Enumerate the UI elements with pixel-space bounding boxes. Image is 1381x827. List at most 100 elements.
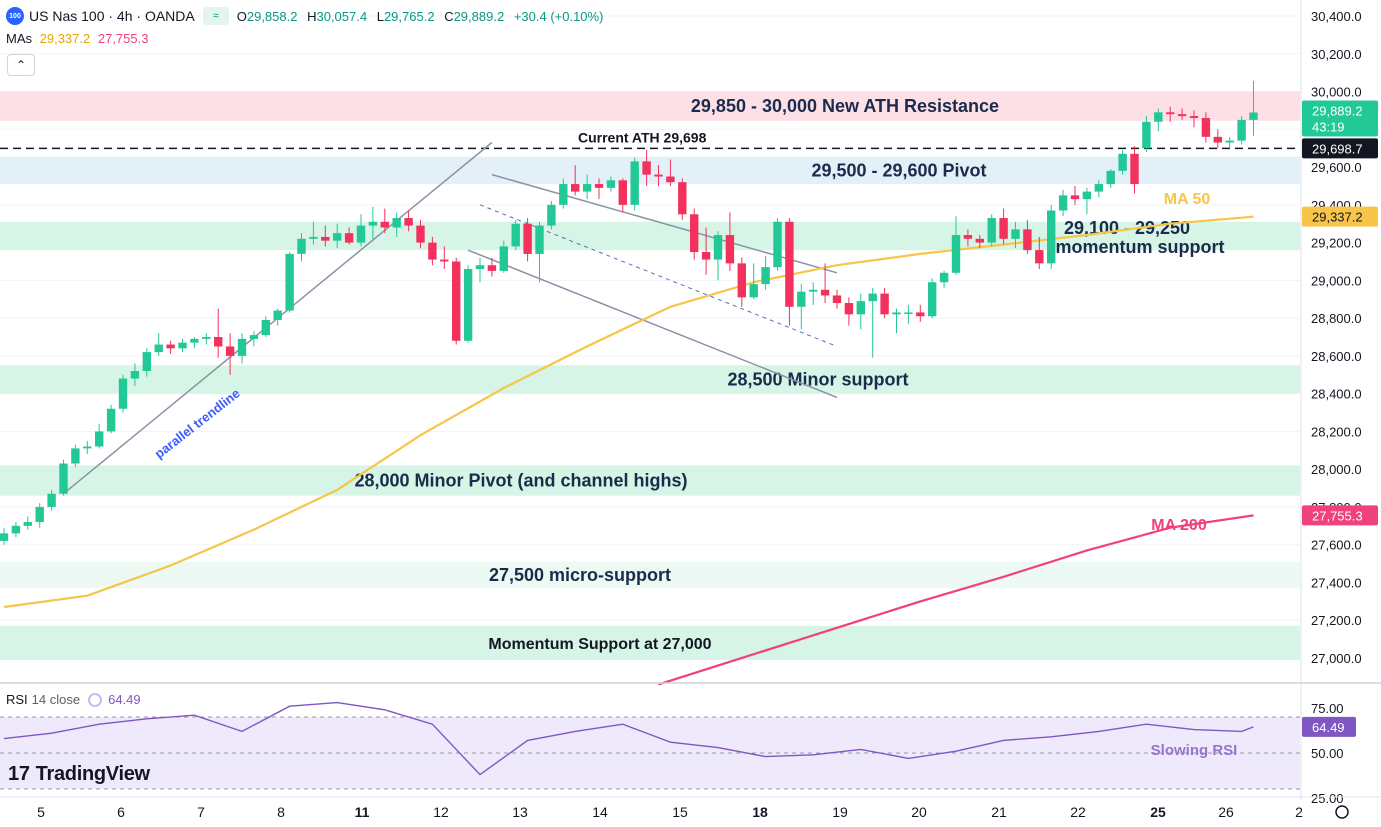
candle-body: [975, 238, 984, 243]
price-tag: [1302, 138, 1378, 159]
candle-body: [511, 223, 520, 247]
price-tick-label: 30,400.0: [1311, 9, 1362, 24]
open-value: 29,858.2: [246, 8, 298, 24]
candle-body: [928, 282, 937, 317]
candle-body: [237, 338, 247, 356]
candle-body: [356, 225, 366, 243]
candle-body: [1070, 195, 1080, 200]
close-value: 29,889.2: [453, 8, 505, 24]
candle-body: [95, 431, 104, 447]
price-tick-label: 28,000.0: [1311, 462, 1362, 477]
price-tick-label: 28,200.0: [1311, 424, 1362, 439]
rsi-legend[interactable]: RSI 14 close 64.49: [6, 692, 141, 707]
ma-legend[interactable]: MAs 29,337.2 27,755.3: [6, 31, 148, 46]
candle-body: [1094, 184, 1103, 192]
gear-icon[interactable]: [1335, 805, 1349, 819]
candle-body: [202, 337, 211, 339]
candle-body: [1166, 112, 1175, 115]
candle-body: [785, 221, 794, 307]
rsi-legend-value: 64.49: [108, 692, 141, 707]
price-tick-label: 29,600.0: [1311, 160, 1362, 175]
price-tag: [1302, 100, 1378, 137]
candle-body: [214, 337, 223, 347]
candle-body: [11, 525, 21, 534]
symbol-title[interactable]: US Nas 100 · 4h · OANDA: [29, 8, 195, 24]
candle-body: [475, 265, 485, 270]
zone-label: Momentum Support at 27,000: [488, 636, 711, 653]
time-tick-label: 25: [1150, 804, 1166, 820]
candle-body: [844, 303, 854, 315]
candle-body: [916, 312, 925, 317]
time-tick-label: 11: [355, 804, 370, 820]
tradingview-logo[interactable]: 17 TradingView: [8, 763, 150, 786]
candle-body: [654, 174, 663, 177]
candle-body: [678, 182, 687, 215]
high-value: 30,057.4: [316, 8, 368, 24]
ma200-legend-value: 27,755.3: [97, 31, 149, 46]
zone-band: [0, 91, 1300, 121]
candle-body: [773, 221, 782, 268]
candle-body: [701, 252, 711, 260]
rsi-settings-icon[interactable]: [88, 692, 103, 707]
time-tick-label: 21: [991, 804, 1007, 820]
candle-body: [868, 293, 877, 302]
candle-body: [1118, 153, 1127, 171]
price-tag: [1302, 206, 1378, 227]
candle-body: [594, 184, 604, 188]
candle-body: [1237, 119, 1246, 141]
zone-band: [0, 561, 1300, 589]
candle-body: [1213, 136, 1222, 143]
candle-body: [725, 235, 735, 264]
price-tick-label: 28,400.0: [1311, 387, 1362, 402]
candle-body: [166, 344, 175, 349]
time-tick-label: 20: [911, 804, 927, 820]
candle-body: [939, 272, 949, 283]
chart-annotation: parallel trendline: [152, 386, 243, 462]
candle-body: [987, 218, 996, 243]
candle-body: [642, 161, 651, 175]
chevron-up-icon: ⌃: [15, 58, 27, 72]
ath-label: Current ATH 29,698: [578, 129, 707, 145]
candle-body: [249, 335, 259, 339]
price-tag-countdown: 43:19: [1312, 119, 1345, 134]
zone-label: 28,000 Minor Pivot (and channel highs): [354, 471, 687, 491]
candle-body: [1023, 229, 1032, 251]
time-tick-label: 7: [197, 804, 205, 820]
collapse-legend-button[interactable]: ⌃: [7, 54, 35, 76]
ma50-legend-value: 29,337.2: [39, 31, 91, 46]
market-status-icon[interactable]: ≈: [202, 7, 229, 25]
time-tick-label: 12: [433, 804, 449, 820]
candle-body: [118, 378, 128, 409]
candle-body: [797, 291, 806, 307]
tradingview-wordmark: TradingView: [35, 763, 150, 785]
candle-body: [452, 261, 461, 341]
low-value: 29,765.2: [383, 8, 435, 24]
rsi-params: 14 close: [31, 692, 81, 707]
rsi-tick-label: 50.00: [1311, 746, 1344, 761]
candle-body: [1047, 210, 1056, 264]
candle-body: [273, 310, 282, 321]
price-tick-label: 28,600.0: [1311, 349, 1362, 364]
candle-body: [606, 180, 616, 188]
ohlc-values: O29,858.2 H30,057.4 L29,765.2 C29,889.2 …: [236, 8, 604, 24]
candle-body: [440, 259, 449, 262]
candle-body: [832, 295, 842, 304]
candle-body: [1177, 114, 1187, 117]
price-tick-label: 27,000.0: [1311, 651, 1362, 666]
tradingview-mark-icon: 17: [8, 763, 30, 785]
price-tag: [1302, 505, 1378, 526]
candle-body: [1106, 170, 1115, 185]
rsi-tick-label: 25.00: [1311, 791, 1344, 806]
candle-body: [130, 370, 140, 379]
candle-body: [999, 218, 1008, 239]
nasdaq-logo-icon: 100: [6, 7, 24, 25]
time-tick-label: 22: [1070, 804, 1086, 820]
candle-body: [892, 312, 901, 315]
candle-body: [0, 533, 9, 541]
candle-body: [344, 233, 354, 243]
candle-body: [190, 338, 199, 343]
rsi-tick-label: 75.00: [1311, 701, 1344, 716]
candle-body: [1201, 117, 1211, 137]
candle-body: [582, 184, 592, 192]
